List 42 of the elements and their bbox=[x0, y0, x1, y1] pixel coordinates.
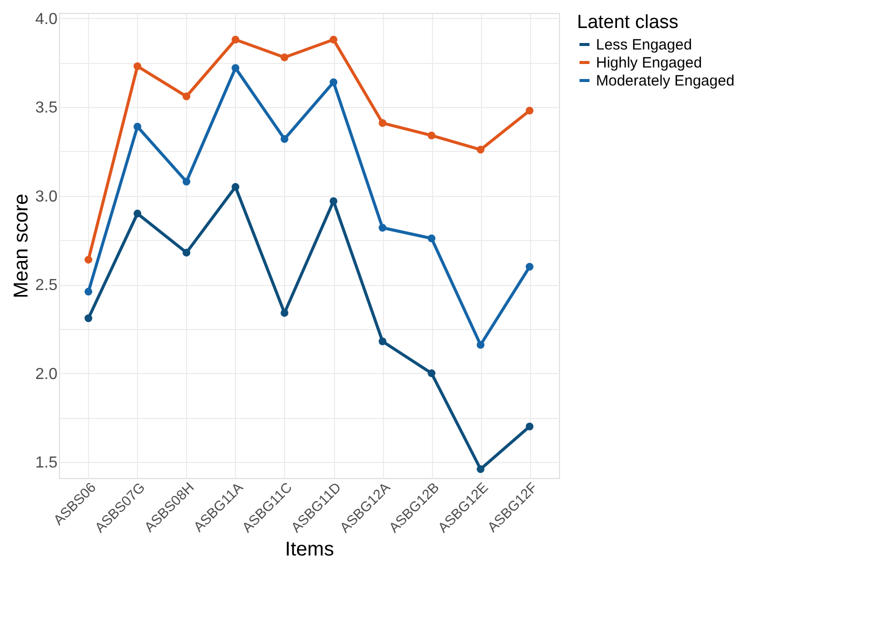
point bbox=[134, 122, 142, 130]
point bbox=[526, 262, 534, 271]
point bbox=[182, 248, 190, 256]
point bbox=[330, 78, 338, 86]
y-tick-label: 3.0 bbox=[35, 188, 58, 206]
point bbox=[134, 210, 142, 218]
y-tick-label: 4.0 bbox=[35, 10, 58, 28]
point bbox=[330, 197, 338, 205]
point bbox=[378, 337, 386, 346]
point bbox=[84, 314, 92, 322]
point bbox=[476, 465, 484, 473]
legend-label: Highly Engaged bbox=[596, 54, 702, 72]
point bbox=[232, 64, 240, 72]
y-tick-label: 2.0 bbox=[35, 366, 58, 383]
point bbox=[526, 422, 534, 430]
point bbox=[428, 132, 436, 140]
x-axis-title: Items bbox=[285, 538, 334, 561]
y-tick-label: 1.5 bbox=[35, 454, 58, 472]
point bbox=[84, 288, 92, 296]
point bbox=[330, 36, 338, 44]
point bbox=[182, 178, 190, 186]
y-tick-label: 3.5 bbox=[35, 100, 58, 117]
point bbox=[232, 36, 240, 44]
point bbox=[476, 146, 484, 154]
point bbox=[280, 54, 288, 62]
y-axis-title: Mean score bbox=[10, 194, 32, 298]
point bbox=[134, 62, 142, 70]
point bbox=[280, 135, 288, 143]
point bbox=[182, 92, 190, 100]
point bbox=[526, 106, 534, 114]
legend-title: Latent class bbox=[577, 12, 678, 33]
y-tick-label: 2.5 bbox=[35, 277, 58, 294]
point bbox=[84, 256, 92, 264]
point bbox=[378, 224, 386, 232]
point bbox=[232, 183, 240, 191]
legend-label: Moderately Engaged bbox=[596, 72, 734, 90]
legend-label: Less Engaged bbox=[596, 36, 692, 54]
point bbox=[428, 369, 436, 378]
point bbox=[378, 119, 386, 127]
point bbox=[428, 234, 436, 242]
point bbox=[476, 341, 484, 349]
point bbox=[280, 309, 288, 317]
